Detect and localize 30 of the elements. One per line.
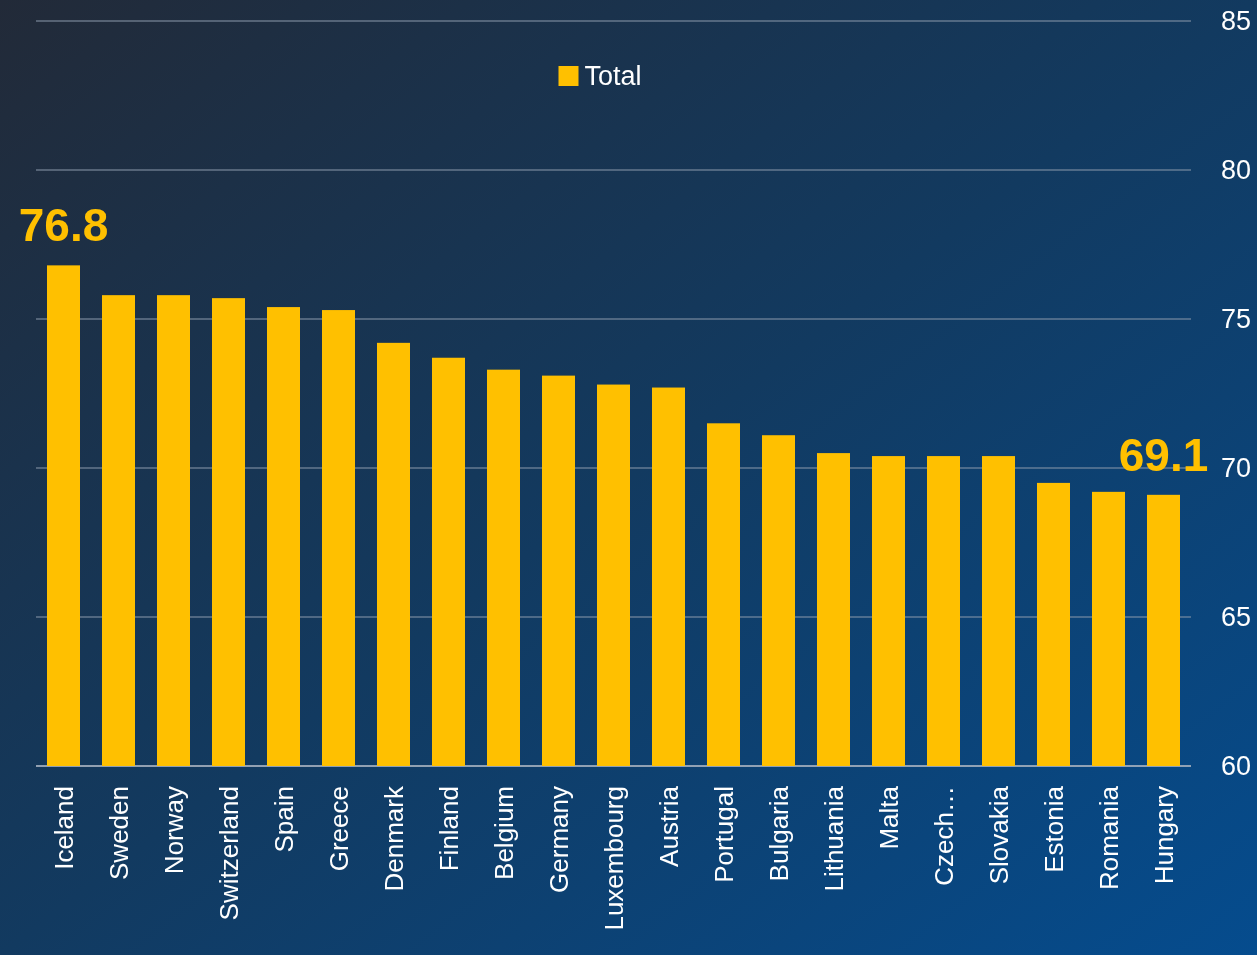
x-tick-label: Greece — [323, 786, 354, 872]
y-tick-label: 65 — [1221, 602, 1252, 633]
x-tick-label: Germany — [543, 786, 574, 893]
x-tick-label: Portugal — [708, 786, 739, 883]
y-tick-label: 70 — [1221, 453, 1252, 484]
y-tick-label: 75 — [1221, 304, 1252, 335]
x-tick-label: Czech… — [928, 786, 959, 886]
x-tick-label: Belgium — [488, 786, 519, 880]
x-tick-label: Slovakia — [983, 785, 1014, 885]
x-tick-label: Romania — [1093, 785, 1124, 891]
data-label: 76.8 — [18, 199, 109, 252]
x-tick-label: Switzerland — [213, 786, 244, 921]
y-tick-label: 60 — [1221, 751, 1252, 782]
x-tick-label: Malta — [873, 785, 904, 850]
x-tick-label: Lithuania — [818, 785, 849, 892]
y-tick-label: 80 — [1221, 155, 1252, 186]
y-tick-label: 85 — [1221, 6, 1252, 37]
x-tick-label: Iceland — [48, 786, 79, 870]
x-tick-label: Estonia — [1038, 785, 1069, 873]
x-tick-label: Norway — [158, 786, 189, 875]
x-tick-label: Finland — [433, 786, 464, 872]
x-tick-label: Hungary — [1148, 786, 1179, 885]
x-tick-label: Luxembourg — [598, 786, 629, 931]
x-tick-label: Spain — [268, 786, 299, 853]
x-tick-label: Bulgaria — [763, 785, 794, 882]
legend-label: Total — [584, 61, 642, 92]
x-tick-label: Denmark — [378, 785, 409, 892]
x-tick-label: Sweden — [103, 786, 134, 880]
data-label: 69.1 — [1118, 428, 1209, 481]
x-tick-label: Austria — [653, 785, 684, 867]
